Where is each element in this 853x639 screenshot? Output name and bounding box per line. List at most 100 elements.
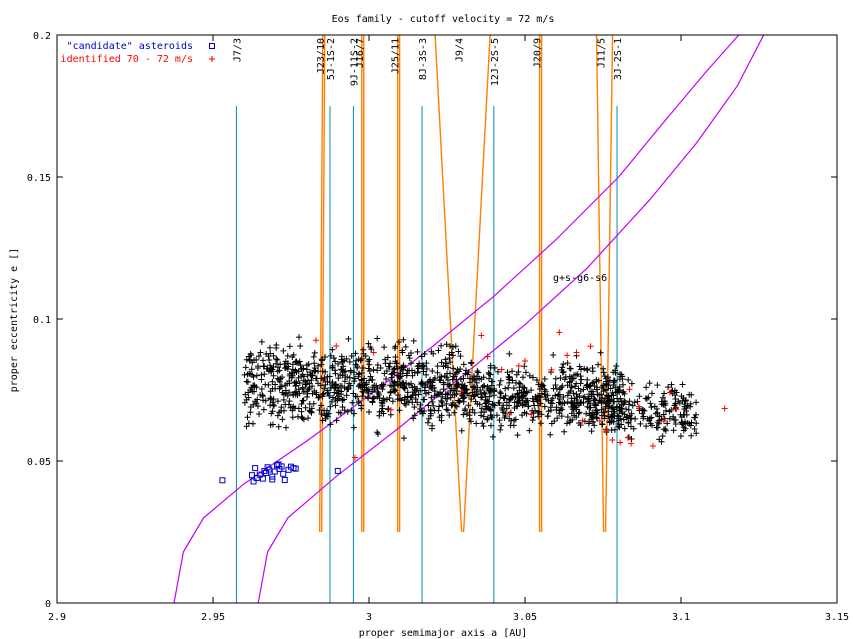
family-point <box>497 426 504 433</box>
family-point <box>576 363 583 370</box>
family-point <box>586 418 593 425</box>
family-point <box>341 378 348 385</box>
family-point <box>418 407 425 414</box>
family-point <box>446 412 453 419</box>
family-point <box>678 419 685 426</box>
family-point <box>390 382 397 389</box>
family-point <box>280 396 287 403</box>
family-point <box>444 407 451 414</box>
family-point <box>448 349 455 356</box>
family-point <box>267 350 274 357</box>
identified-point <box>628 440 635 447</box>
family-point <box>593 386 600 393</box>
family-point <box>411 404 418 411</box>
family-point <box>684 402 691 409</box>
family-point <box>396 375 403 382</box>
family-point <box>445 377 452 384</box>
family-point <box>659 433 666 440</box>
candidate-point <box>256 471 263 478</box>
family-point <box>660 411 667 418</box>
family-point <box>465 402 472 409</box>
family-point <box>285 401 292 408</box>
identified-point <box>515 362 522 369</box>
family-point <box>429 367 436 374</box>
family-point <box>320 390 327 397</box>
family-point <box>590 379 597 386</box>
family-point <box>557 374 564 381</box>
family-point <box>600 382 607 389</box>
family-point <box>273 356 280 363</box>
family-point <box>502 385 509 392</box>
family-point <box>485 385 492 392</box>
family-point <box>267 402 274 409</box>
family-point <box>469 389 476 396</box>
family-point <box>481 389 488 396</box>
family-point <box>386 394 393 401</box>
family-point <box>631 399 638 406</box>
family-point <box>648 414 655 421</box>
family-point <box>549 400 556 407</box>
candidate-point <box>334 467 341 474</box>
family-point <box>313 389 320 396</box>
family-point <box>620 381 627 388</box>
family-point <box>366 367 373 374</box>
family-point <box>348 353 355 360</box>
identified-point <box>649 442 656 449</box>
family-point <box>423 371 430 378</box>
family-point <box>278 404 285 411</box>
family-point <box>389 378 396 385</box>
family-point <box>274 375 281 382</box>
family-point <box>498 422 505 429</box>
family-point <box>317 382 324 389</box>
family-point <box>480 423 487 430</box>
family-point <box>275 423 282 430</box>
family-point <box>328 398 335 405</box>
family-point <box>455 368 462 375</box>
family-point <box>443 341 450 348</box>
family-point <box>349 399 356 406</box>
family-point <box>274 412 281 419</box>
family-point <box>423 366 430 373</box>
y-tick-label: 0.1 <box>33 315 51 326</box>
family-point <box>634 398 641 405</box>
family-point <box>303 366 310 373</box>
family-point <box>542 393 549 400</box>
family-point <box>571 400 578 407</box>
family-point <box>399 370 406 377</box>
family-point <box>434 391 441 398</box>
family-point <box>504 369 511 376</box>
family-point <box>284 392 291 399</box>
family-point <box>403 372 410 379</box>
family-point <box>608 392 615 399</box>
family-point <box>409 372 416 379</box>
family-point <box>316 406 323 413</box>
family-point <box>610 398 617 405</box>
family-point <box>359 388 366 395</box>
family-point <box>506 374 513 381</box>
family-point <box>324 373 331 380</box>
family-point <box>395 338 402 345</box>
family-point <box>482 396 489 403</box>
family-point <box>545 408 552 415</box>
family-point <box>339 404 346 411</box>
family-point <box>298 400 305 407</box>
family-point <box>322 353 329 360</box>
family-point <box>289 366 296 373</box>
family-point <box>456 399 463 406</box>
family-point <box>430 376 437 383</box>
family-point <box>383 368 390 375</box>
family-point <box>646 415 653 422</box>
family-point <box>464 390 471 397</box>
family-point <box>248 366 255 373</box>
candidate-point <box>269 476 276 483</box>
family-point <box>351 375 358 382</box>
family-point <box>429 398 436 405</box>
family-point <box>548 420 555 427</box>
secular-resonance-label: g+s-g6-s6 <box>553 273 607 284</box>
family-point <box>647 420 654 427</box>
family-point <box>466 375 473 382</box>
family-point <box>296 380 303 387</box>
family-point <box>653 424 660 431</box>
plot-border <box>56 34 838 604</box>
family-point <box>503 405 510 412</box>
